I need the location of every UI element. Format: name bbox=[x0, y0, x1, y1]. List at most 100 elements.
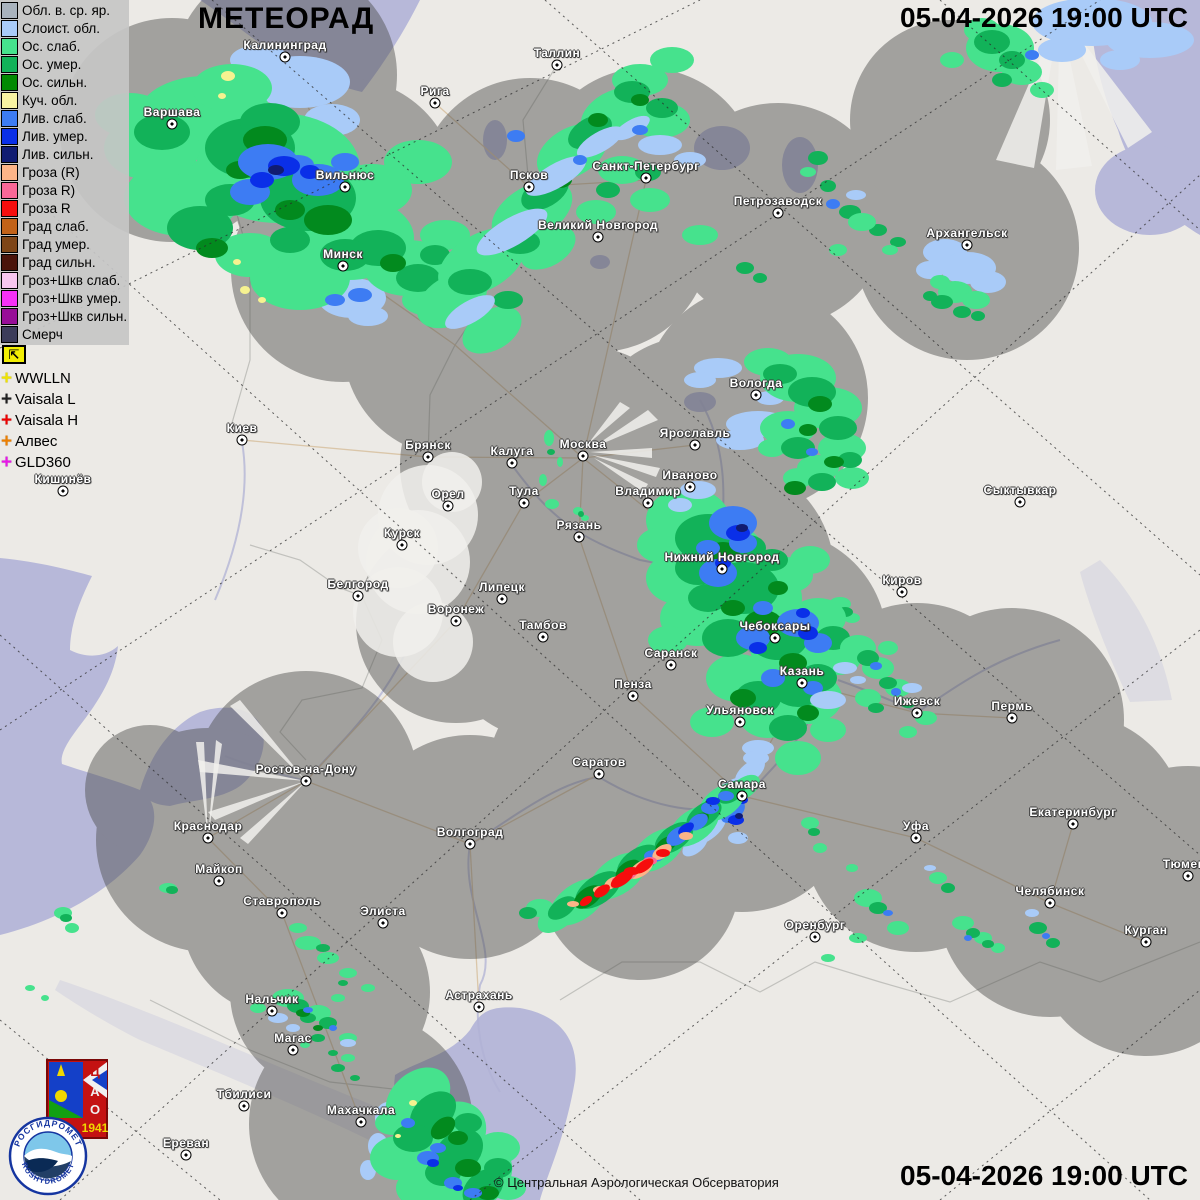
lightning-cross-icon: + bbox=[1, 431, 13, 452]
precip-echo bbox=[576, 126, 624, 158]
precip-echo bbox=[982, 940, 994, 948]
precip-echo bbox=[779, 653, 807, 673]
legend-swatch bbox=[1, 181, 18, 199]
lake-shape bbox=[1095, 145, 1200, 235]
precip-echo bbox=[702, 619, 754, 657]
city-label: Владимир bbox=[615, 484, 681, 498]
graticule-line bbox=[0, 0, 701, 349]
precip-echo bbox=[453, 1185, 463, 1191]
precip-echo bbox=[258, 297, 266, 303]
precip-echo bbox=[507, 130, 525, 142]
lightning-network-label: Алвес bbox=[15, 433, 58, 450]
precip-echo bbox=[1100, 50, 1140, 70]
legend-row: Куч. обл. bbox=[1, 91, 127, 109]
city-marker-icon bbox=[1067, 818, 1079, 830]
city-label: Волгоград bbox=[436, 825, 504, 839]
precip-echo bbox=[250, 1003, 266, 1013]
legend-swatch bbox=[1, 163, 18, 181]
city-marker-icon bbox=[573, 531, 585, 543]
lightning-legend: + WWLLN + Vaisala L + Vaisala H + Алвес + GLD360 bbox=[1, 368, 78, 473]
precip-echo bbox=[1042, 933, 1050, 939]
city-marker-icon bbox=[287, 1044, 299, 1056]
precip-echo bbox=[992, 73, 1012, 87]
legend-label: Град умер. bbox=[22, 236, 90, 252]
precip-echo bbox=[289, 923, 307, 933]
road bbox=[582, 179, 647, 459]
precip-echo bbox=[576, 200, 616, 224]
precip-echo bbox=[850, 676, 866, 684]
city-marker-icon bbox=[736, 790, 748, 802]
city-label: Тула bbox=[509, 484, 539, 498]
city-label: Пенза bbox=[614, 677, 652, 691]
precip-echo bbox=[396, 264, 440, 292]
city-label: Санкт-Петербург bbox=[592, 159, 700, 173]
legend-row: Град слаб. bbox=[1, 217, 127, 235]
precip-echo bbox=[718, 791, 734, 801]
precip-echo bbox=[270, 227, 310, 253]
precip-echo bbox=[286, 1024, 300, 1032]
beam-blockage-wedge bbox=[208, 781, 306, 820]
city-label: Курск bbox=[383, 526, 421, 540]
legend-row: Гроза (R) bbox=[1, 163, 127, 181]
legend-swatch bbox=[1, 235, 18, 253]
precip-echo bbox=[196, 238, 228, 258]
city-marker-icon bbox=[377, 917, 389, 929]
precip-echo bbox=[320, 239, 370, 271]
precip-echo bbox=[637, 527, 687, 563]
sea-shape bbox=[200, 0, 420, 92]
precip-echo bbox=[192, 64, 272, 112]
precip-echo bbox=[341, 1054, 355, 1062]
precip-echo bbox=[803, 681, 823, 695]
city-marker-icon bbox=[772, 207, 784, 219]
precip-echo bbox=[250, 172, 274, 188]
legend-swatch bbox=[1, 73, 18, 91]
precip-echo bbox=[808, 473, 836, 491]
svg-text:Ц: Ц bbox=[90, 1064, 100, 1079]
precip-echo bbox=[311, 1034, 325, 1042]
city-label: Ростов-на-Дону bbox=[255, 762, 357, 776]
graticule-line bbox=[211, 0, 1200, 856]
city-label: Нальчик bbox=[245, 992, 299, 1006]
legend-swatch bbox=[1, 37, 18, 55]
precip-echo bbox=[300, 165, 320, 179]
lightning-cross-icon: + bbox=[1, 368, 13, 389]
graticule-line bbox=[0, 0, 1101, 731]
precip-echo bbox=[801, 817, 819, 829]
radar-coverage-circle bbox=[1076, 766, 1200, 990]
precip-echo bbox=[991, 943, 1005, 953]
precip-echo bbox=[300, 1042, 310, 1048]
precip-echo bbox=[65, 923, 79, 933]
beam-blockage-wedge bbox=[208, 740, 222, 838]
city-marker-icon bbox=[337, 260, 349, 272]
precip-echo bbox=[420, 220, 470, 250]
precip-echo bbox=[869, 902, 887, 914]
precip-echo bbox=[328, 1050, 338, 1056]
legend-label: Слоист. обл. bbox=[22, 20, 101, 36]
city-label: Екатеринбург bbox=[1029, 805, 1117, 819]
precip-echo bbox=[835, 467, 869, 489]
city-label: Калининград bbox=[243, 38, 327, 52]
precip-echo bbox=[688, 584, 728, 612]
precip-echo bbox=[824, 456, 844, 468]
city-marker-icon bbox=[496, 593, 508, 605]
roshydromet-logo: РОСГИДРОМЕТ ROSHYDROMET bbox=[8, 1116, 88, 1196]
city-label: Белгород bbox=[327, 577, 389, 591]
city-marker-icon bbox=[57, 485, 69, 497]
city-marker-icon bbox=[961, 239, 973, 251]
city-label: Челябинск bbox=[1015, 884, 1085, 898]
precip-echo bbox=[690, 707, 734, 737]
precip-echo bbox=[454, 1113, 482, 1133]
precip-echo bbox=[974, 30, 1010, 54]
precip-echo bbox=[331, 994, 345, 1002]
lake-shape bbox=[590, 255, 610, 269]
precip-echo bbox=[736, 262, 754, 274]
legend-row: Лив. сильн. bbox=[1, 145, 127, 163]
precip-echo bbox=[846, 864, 858, 872]
precip-echo bbox=[761, 669, 785, 687]
city-label: Чебоксары bbox=[739, 619, 811, 633]
city-marker-icon bbox=[1140, 936, 1152, 948]
city-label: Тюмень bbox=[1162, 857, 1200, 871]
beam-blockage-wedge bbox=[230, 700, 306, 781]
beam-blockage-wedge bbox=[196, 742, 208, 838]
precip-echo bbox=[303, 1007, 313, 1013]
